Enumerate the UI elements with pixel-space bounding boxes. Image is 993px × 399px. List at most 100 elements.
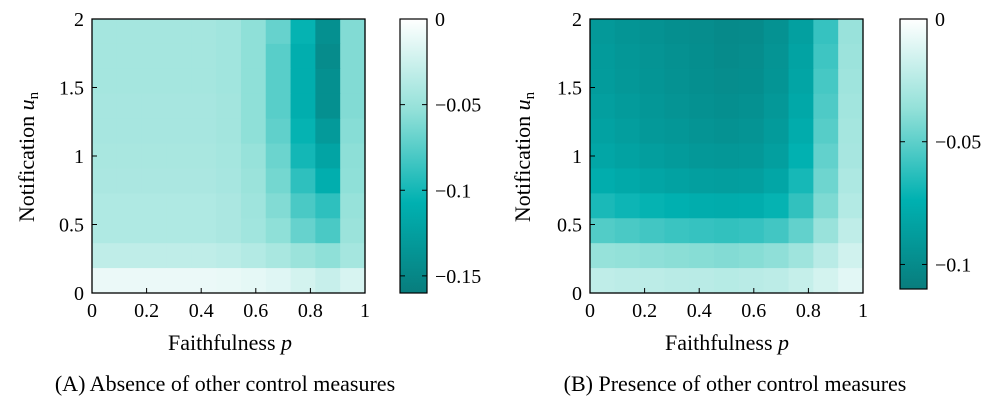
heatmap-cell — [664, 218, 690, 244]
heatmap-cell — [216, 268, 242, 294]
heatmap-cell — [763, 168, 790, 194]
heatmap-cell — [265, 19, 292, 45]
heatmap-cell — [639, 43, 666, 70]
heatmap-cell — [639, 93, 666, 120]
heatmap-cell — [788, 168, 814, 194]
heatmap-cell — [290, 193, 316, 219]
heatmap-panel-b: 0 0.2 0.4 0.6 0.8 1 00.511.52 Faithfulness p … — [510, 9, 981, 396]
heatmap-cell — [265, 143, 292, 170]
heatmap-cell — [614, 168, 641, 194]
heatmap-cell — [788, 143, 814, 170]
heatmap-cell — [240, 19, 267, 45]
heatmap-cell — [738, 243, 765, 269]
heatmap-cell — [788, 68, 814, 95]
heatmap-cell — [116, 168, 143, 194]
heatmap-cell — [788, 43, 814, 70]
heatmap-cell — [738, 143, 765, 170]
heatmap-cell — [738, 93, 765, 120]
heatmap-cell — [614, 93, 641, 120]
heatmap-cell — [838, 168, 864, 194]
heatmap-cell — [92, 118, 118, 145]
heatmap-cell — [689, 118, 715, 145]
heatmap-cell — [141, 218, 168, 244]
heatmap-cell — [216, 68, 242, 95]
heatmap-cell — [216, 193, 242, 219]
heatmap-cell — [92, 93, 118, 120]
heatmap-cell — [290, 19, 316, 45]
heatmap-cell — [590, 68, 616, 95]
heatmap-cell — [290, 143, 316, 170]
heatmap-cell — [240, 68, 267, 95]
heatmap-cell — [838, 68, 864, 95]
heatmap-cell — [689, 43, 715, 70]
colorbar-tick-label: 0 — [935, 9, 945, 31]
x-tick-label: 1 — [858, 300, 868, 322]
y-tick-label: 1.5 — [557, 78, 582, 100]
x-tick-label: 0.2 — [134, 300, 159, 322]
heatmap-cell — [315, 93, 341, 120]
heatmap-cell — [191, 243, 217, 269]
heatmap-cell — [166, 68, 192, 95]
heatmap-cell — [714, 43, 740, 70]
colorbar-tick-label: −0.15 — [435, 266, 481, 288]
y-tick-label: 1 — [74, 146, 84, 168]
heatmap-cell — [590, 93, 616, 120]
heatmap-cell — [265, 43, 292, 70]
heatmap-cell — [689, 268, 715, 294]
heatmap-cell — [166, 168, 192, 194]
heatmap-cell — [714, 143, 740, 170]
heatmap-cell — [315, 68, 341, 95]
heatmap-cell — [290, 218, 316, 244]
x-axis-label: Faithfulness p — [168, 330, 292, 355]
y-tick-label: 1 — [572, 146, 582, 168]
heatmap-cell — [614, 68, 641, 95]
heatmap-cell — [738, 168, 765, 194]
heatmap-cell — [763, 43, 790, 70]
x-tick-label: 0.8 — [298, 300, 323, 322]
y-tick-label: 0 — [572, 283, 582, 305]
y-tick-label: 0.5 — [59, 215, 84, 237]
heatmap-cell — [590, 43, 616, 70]
heatmap-cell — [813, 268, 839, 294]
x-tick-label: 0 — [585, 300, 595, 322]
heatmap-cell — [838, 43, 864, 70]
colorbar-ticks: 0 −0.05 −0.1 −0.15 — [400, 9, 481, 288]
heatmap-cell — [290, 43, 316, 70]
heatmap-cell — [340, 243, 366, 269]
heatmap-cell — [763, 143, 790, 170]
heatmap-cell — [290, 243, 316, 269]
heatmap-cell — [714, 218, 740, 244]
heatmap-cell — [689, 218, 715, 244]
heatmap-cell — [763, 268, 790, 294]
heatmap-cell — [92, 243, 118, 269]
heatmap-cell — [191, 168, 217, 194]
heatmap-cell — [738, 193, 765, 219]
heatmap-cell — [738, 43, 765, 70]
heatmap-cell — [191, 118, 217, 145]
colorbar-tick-label: 0 — [435, 9, 445, 31]
y-axis-label: Notification un — [14, 91, 42, 222]
heatmap-cell — [689, 68, 715, 95]
heatmap-cell — [315, 193, 341, 219]
x-axis-ticks: 0 0.2 0.4 0.6 0.8 1 — [585, 288, 868, 322]
heatmap-cell — [191, 268, 217, 294]
heatmap-cell — [340, 143, 366, 170]
heatmap-cell — [639, 243, 666, 269]
heatmap-cell — [116, 243, 143, 269]
heatmap-cell — [340, 168, 366, 194]
heatmap-cell — [265, 168, 292, 194]
heatmap-cell — [141, 168, 168, 194]
heatmap-cell — [664, 19, 690, 45]
colorbar-tick-label: −0.1 — [435, 180, 471, 202]
heatmap-cell — [116, 43, 143, 70]
heatmap-cell — [240, 118, 267, 145]
heatmap-panel-a: 0 0.2 0.4 0.6 0.8 1 00.511.52 Faithfulness p … — [14, 9, 481, 396]
x-tick-label: 0 — [87, 300, 97, 322]
heatmap-cell — [664, 93, 690, 120]
colorbar-tick-label: −0.1 — [935, 254, 971, 276]
heatmap-cell — [191, 68, 217, 95]
heatmap-cell — [664, 193, 690, 219]
heatmap-cell — [838, 243, 864, 269]
heatmap-cell — [639, 168, 666, 194]
heatmap-cell — [116, 143, 143, 170]
